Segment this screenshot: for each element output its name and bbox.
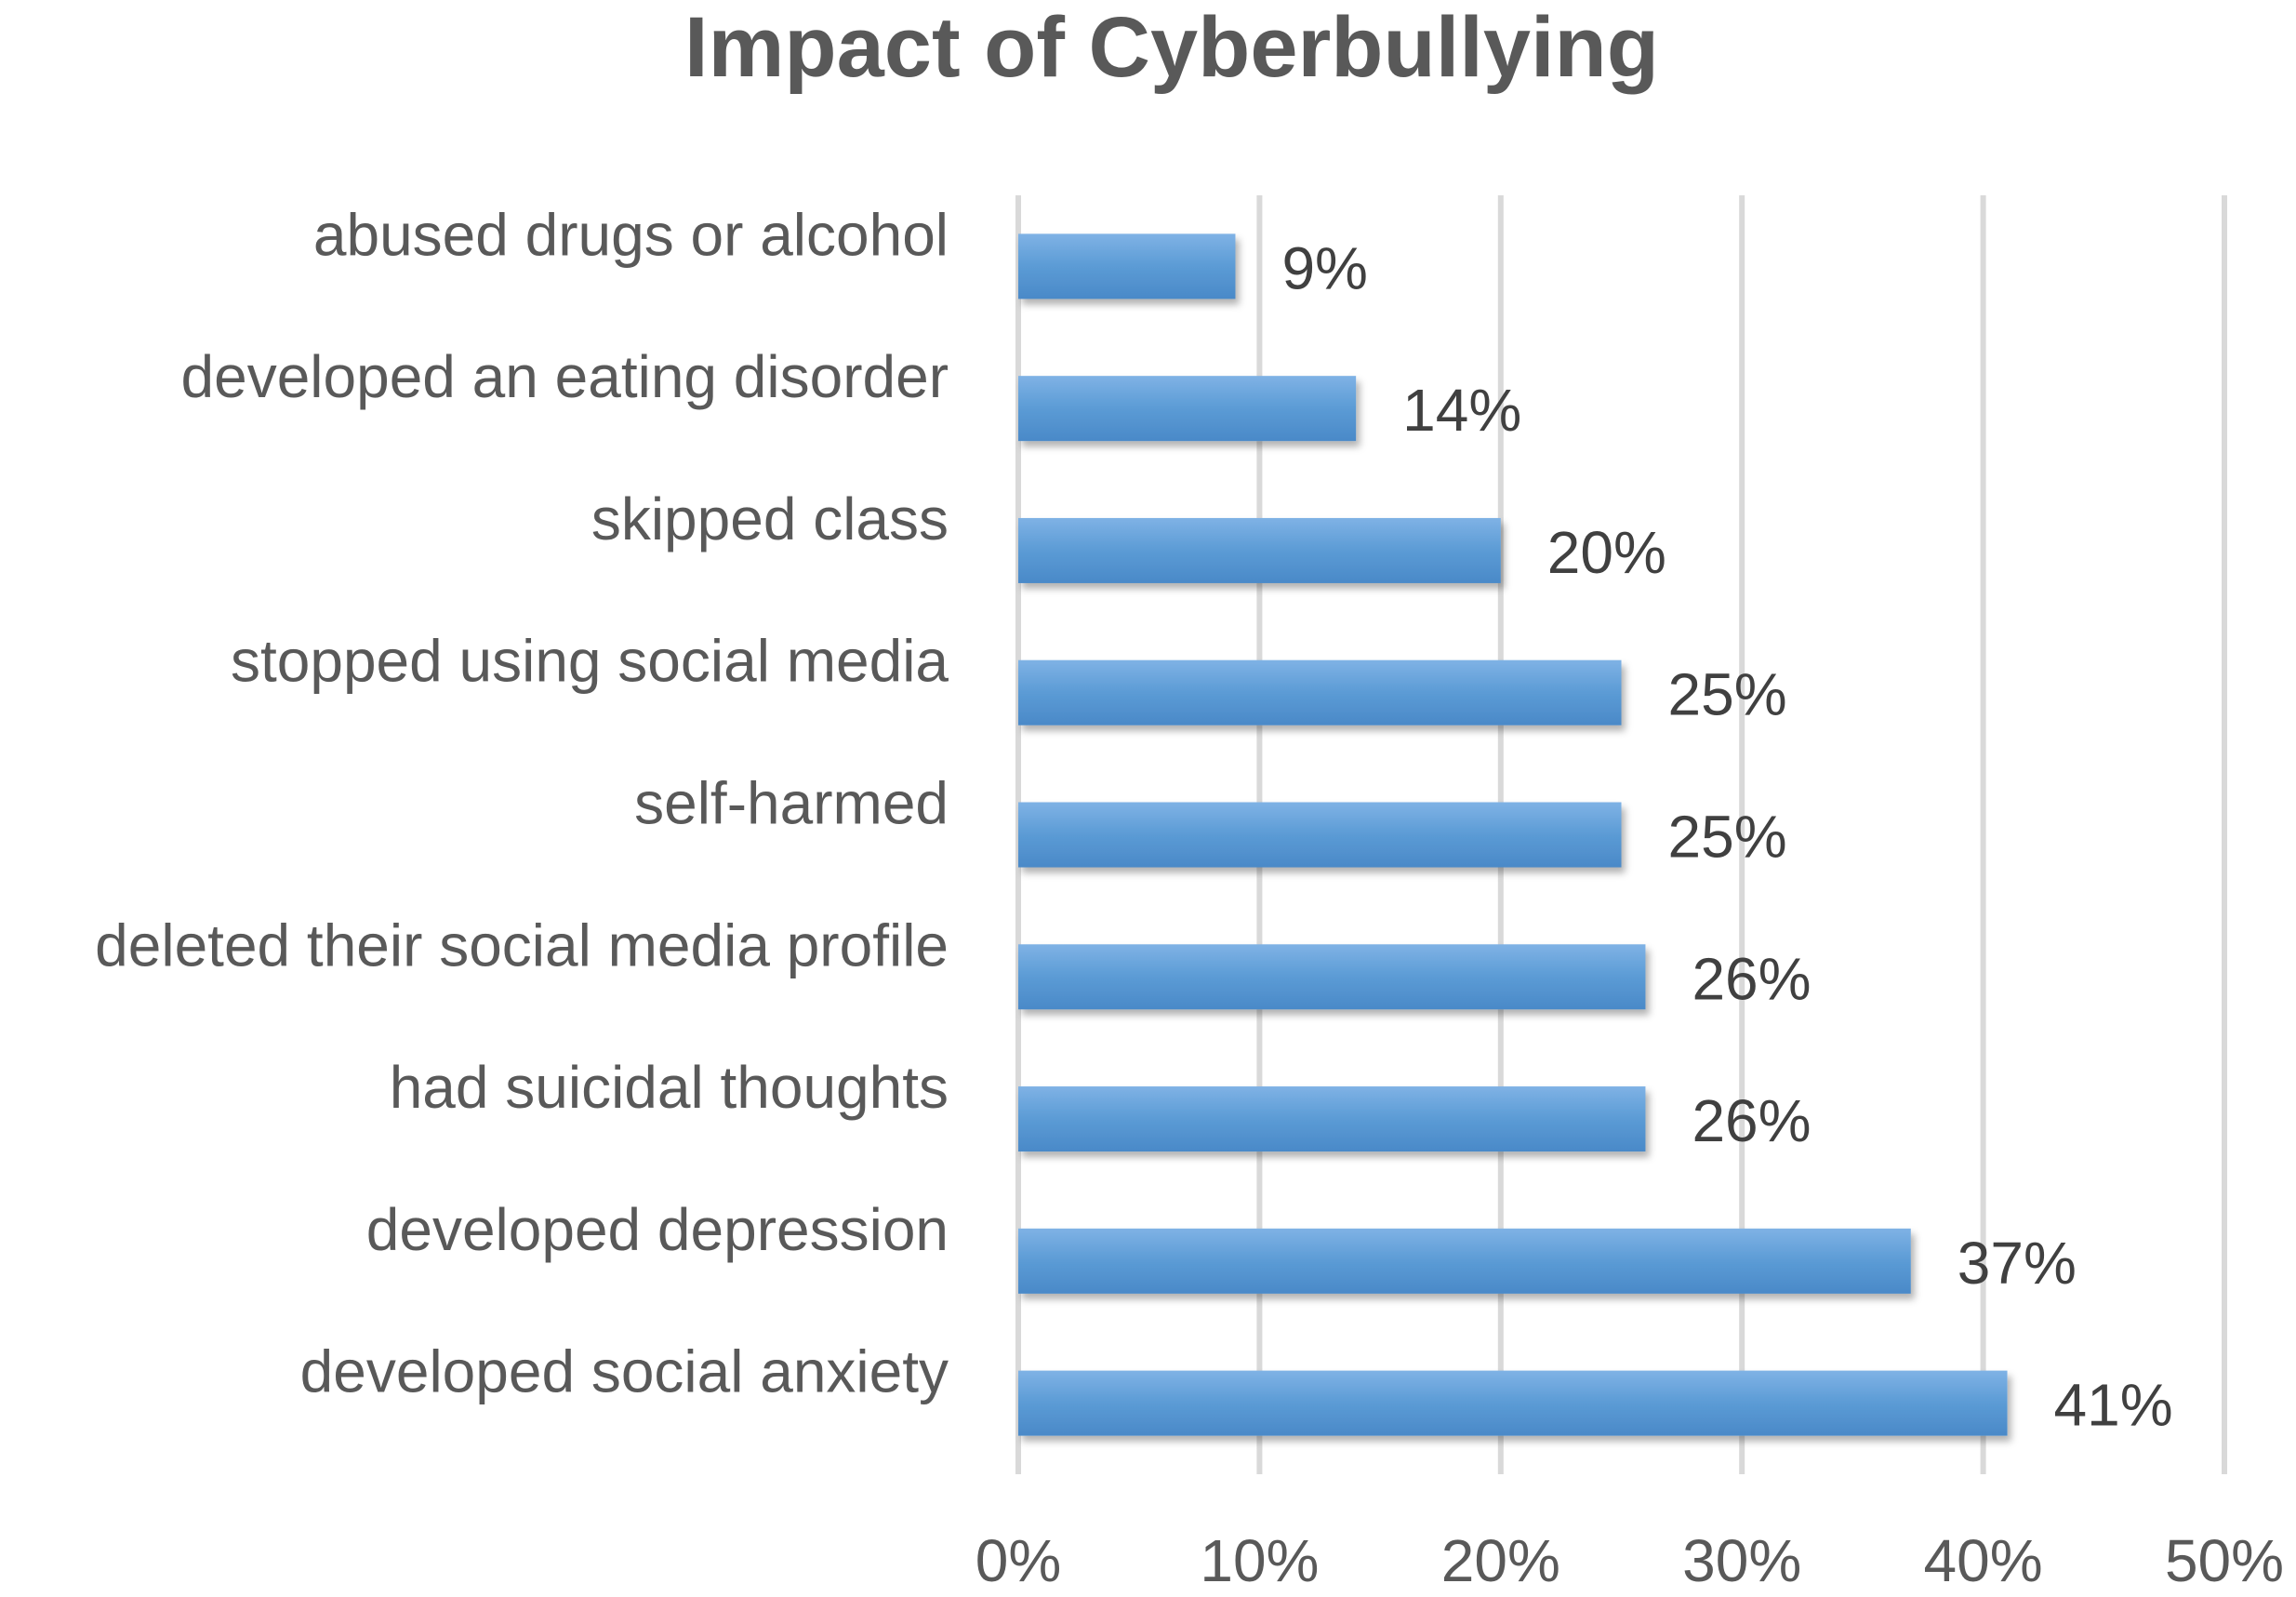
category-label: developed social anxiety [300, 1338, 949, 1405]
x-tick-label: 30% [1682, 1527, 1801, 1594]
category-label: stopped using social media [231, 628, 949, 695]
category-label: developed an eating disorder [181, 343, 949, 410]
bar [1018, 1228, 1911, 1294]
category-label: had suicidal thoughts [390, 1054, 949, 1121]
category-label: self-harmed [634, 770, 949, 837]
category-labels: abused drugs or alcohol developed an eati… [95, 201, 949, 1404]
category-label: developed depression [366, 1196, 949, 1263]
value-label: 37% [1958, 1230, 2077, 1297]
bar [1018, 802, 1622, 868]
category-label: skipped class [591, 486, 949, 552]
bar [1018, 1370, 2008, 1436]
bar [1018, 659, 1622, 725]
x-tick-label: 50% [2165, 1527, 2284, 1594]
bar [1018, 1086, 1646, 1152]
bar [1018, 233, 1236, 299]
value-label: 20% [1547, 519, 1666, 586]
value-label: 9% [1281, 234, 1368, 301]
chart-title: Impact of Cyberbullying [684, 0, 1659, 95]
x-axis-tick-labels: 0% 10% 20% 30% 40% 50% [975, 1527, 2284, 1594]
bar [1018, 944, 1646, 1010]
value-label: 14% [1402, 377, 1521, 444]
x-tick-label: 40% [1924, 1527, 2043, 1594]
value-label: 41% [2054, 1372, 2173, 1439]
category-label: deleted their social media profile [95, 912, 949, 978]
value-labels: 9% 14% 20% 25% 25% 26% 26% 37% 41% [1281, 234, 2172, 1438]
bar [1018, 376, 1357, 442]
x-tick-label: 10% [1200, 1527, 1319, 1594]
value-label: 26% [1692, 945, 1811, 1012]
bar [1018, 517, 1501, 583]
bars [1018, 233, 2008, 1436]
x-tick-label: 0% [975, 1527, 1062, 1594]
value-label: 25% [1668, 804, 1787, 871]
category-label: abused drugs or alcohol [313, 201, 949, 268]
value-label: 26% [1692, 1087, 1811, 1154]
value-label: 25% [1668, 661, 1787, 728]
x-tick-label: 20% [1441, 1527, 1560, 1594]
